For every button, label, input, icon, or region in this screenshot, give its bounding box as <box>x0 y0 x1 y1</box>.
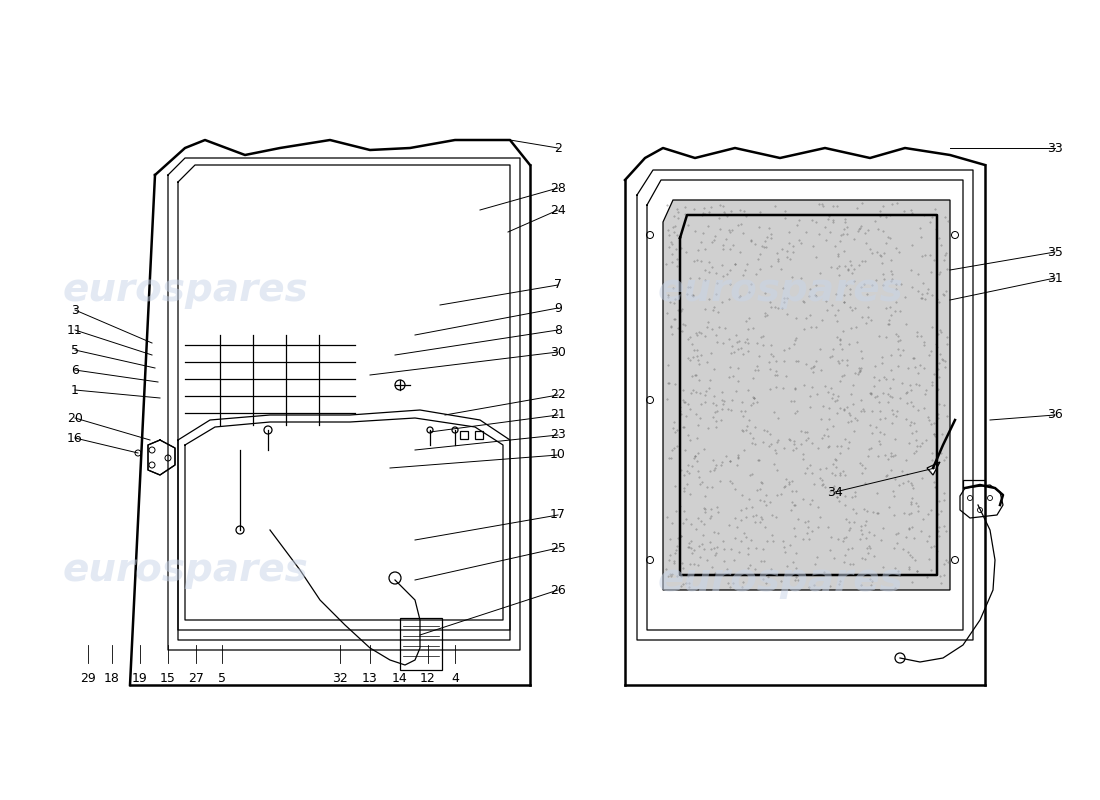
Circle shape <box>236 526 244 534</box>
Text: 22: 22 <box>550 389 565 402</box>
Text: 23: 23 <box>550 429 565 442</box>
Text: 16: 16 <box>67 431 82 445</box>
Text: 33: 33 <box>1047 142 1063 154</box>
Text: 35: 35 <box>1047 246 1063 258</box>
Text: 2: 2 <box>554 142 562 154</box>
Text: 36: 36 <box>1047 409 1063 422</box>
Circle shape <box>452 427 458 433</box>
Text: eurospares: eurospares <box>657 561 903 599</box>
Text: 8: 8 <box>554 323 562 337</box>
Text: 18: 18 <box>104 672 120 685</box>
Text: 34: 34 <box>827 486 843 498</box>
Text: 15: 15 <box>161 672 176 685</box>
Bar <box>400 618 442 670</box>
Circle shape <box>988 495 992 501</box>
Text: 1: 1 <box>72 383 79 397</box>
Circle shape <box>647 231 653 238</box>
Circle shape <box>389 572 402 584</box>
Circle shape <box>647 557 653 563</box>
Text: 9: 9 <box>554 302 562 314</box>
Circle shape <box>427 427 433 433</box>
Circle shape <box>148 462 155 468</box>
Circle shape <box>978 507 982 513</box>
Circle shape <box>647 397 653 403</box>
Text: 25: 25 <box>550 542 565 554</box>
Text: 7: 7 <box>554 278 562 291</box>
Text: 26: 26 <box>550 583 565 597</box>
Polygon shape <box>148 440 175 475</box>
Text: 32: 32 <box>332 672 348 685</box>
Text: 21: 21 <box>550 409 565 422</box>
Circle shape <box>952 231 958 238</box>
Bar <box>962 480 984 496</box>
Circle shape <box>952 557 958 563</box>
Circle shape <box>895 653 905 663</box>
Text: 28: 28 <box>550 182 565 194</box>
Polygon shape <box>960 485 1003 518</box>
Circle shape <box>968 495 972 501</box>
Circle shape <box>395 380 405 390</box>
Text: 13: 13 <box>362 672 378 685</box>
Bar <box>475 431 483 439</box>
Text: 12: 12 <box>420 672 436 685</box>
Text: 27: 27 <box>188 672 204 685</box>
Text: 6: 6 <box>72 363 79 377</box>
Text: 11: 11 <box>67 323 82 337</box>
Polygon shape <box>663 200 950 590</box>
Text: 5: 5 <box>72 343 79 357</box>
Text: 19: 19 <box>132 672 147 685</box>
Text: 20: 20 <box>67 411 82 425</box>
Text: 14: 14 <box>392 672 408 685</box>
Circle shape <box>148 447 155 453</box>
Text: 5: 5 <box>218 672 226 685</box>
Polygon shape <box>927 462 940 475</box>
Text: eurospares: eurospares <box>62 551 308 589</box>
Text: 17: 17 <box>550 509 565 522</box>
Text: 3: 3 <box>72 303 79 317</box>
Bar <box>460 431 467 439</box>
Circle shape <box>165 455 170 461</box>
Text: 4: 4 <box>451 672 459 685</box>
Text: 31: 31 <box>1047 271 1063 285</box>
Text: eurospares: eurospares <box>657 271 903 309</box>
Text: 24: 24 <box>550 203 565 217</box>
Text: 10: 10 <box>550 449 565 462</box>
Circle shape <box>135 450 141 456</box>
Text: 29: 29 <box>80 672 96 685</box>
Circle shape <box>264 426 272 434</box>
Text: 30: 30 <box>550 346 565 358</box>
Text: eurospares: eurospares <box>62 271 308 309</box>
